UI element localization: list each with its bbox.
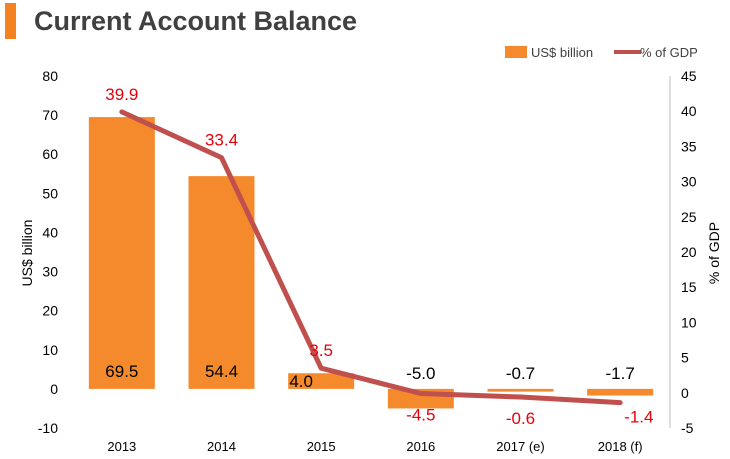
line-value-label: 33.4 [205, 131, 238, 150]
x-tick-label: 2017 (e) [496, 439, 544, 454]
y2-tick-label: 20 [681, 244, 697, 260]
bar-value-label: 69.5 [105, 362, 138, 381]
bar-value-label: 4.0 [289, 372, 313, 391]
line-value-label: 3.5 [309, 341, 333, 360]
line-layer [119, 109, 623, 406]
legend-bar-swatch [505, 46, 527, 58]
y2-tick-label: 35 [681, 138, 697, 154]
y2-tick-label: -5 [681, 420, 694, 436]
y-tick-label: 70 [42, 107, 58, 123]
x-tick-label: 2018 (f) [598, 439, 643, 454]
y2-tick-label: 15 [681, 279, 697, 295]
legend-bar-label: US$ billion [531, 45, 593, 60]
bars-layer [88, 117, 654, 409]
title-accent-bar [5, 3, 16, 39]
bar-value-label: -1.7 [606, 364, 635, 383]
y-tick-label: 20 [42, 303, 58, 319]
bar-1 [188, 176, 255, 389]
bar-2 [288, 373, 355, 389]
y-axis-title: US$ billion [19, 220, 35, 287]
y2-tick-label: 10 [681, 314, 697, 330]
x-tick-label: 2015 [307, 439, 336, 454]
y-tick-labels: -10 0 10 20 30 40 50 60 70 80 [38, 68, 58, 436]
bar-value-label: -5.0 [406, 364, 435, 383]
y-tick-label: 30 [42, 264, 58, 280]
y2-tick-label: 30 [681, 174, 697, 190]
y2-tick-label: 5 [681, 350, 689, 366]
x-tick-label: 2016 [406, 439, 435, 454]
bar-value-label: -0.7 [506, 364, 535, 383]
x-tick-labels: 2013 2014 2015 2016 2017 (e) 2018 (f) [107, 439, 642, 454]
bar-0 [88, 117, 155, 389]
y2-tick-label: 25 [681, 209, 697, 225]
data-labels: 69.5 54.4 4.0 -5.0 -0.7 -1.7 39.9 33.4 3.5 -4.5 -0… [105, 85, 653, 428]
y2-tick-label: 0 [681, 385, 689, 401]
line-value-label: 39.9 [105, 85, 138, 104]
y2-tick-label: 45 [681, 68, 697, 84]
x-tick-label: 2013 [107, 439, 136, 454]
pct-gdp-line [119, 109, 623, 406]
bar-value-label: 54.4 [205, 362, 238, 381]
line-value-label: -4.5 [406, 406, 435, 425]
y2-tick-labels: -5 0 5 10 15 20 25 30 35 40 45 [681, 68, 697, 436]
line-value-label: -0.6 [506, 409, 535, 428]
y-tick-label: 10 [42, 342, 58, 358]
bar-5 [587, 388, 654, 396]
x-tick-label: 2014 [207, 439, 236, 454]
y-tick-label: 0 [50, 381, 58, 397]
legend: US$ billion % of GDP [505, 45, 698, 60]
y2-axis-title: % of GDP [706, 222, 722, 284]
y-tick-label: 50 [42, 185, 58, 201]
legend-line-label: % of GDP [640, 45, 698, 60]
line-value-label: -1.4 [624, 408, 653, 427]
chart-title: Current Account Balance [34, 6, 358, 36]
bar-4 [487, 388, 554, 392]
y-tick-label: 80 [42, 68, 58, 84]
y2-tick-label: 40 [681, 103, 697, 119]
y-tick-label: -10 [38, 420, 58, 436]
y-tick-label: 40 [42, 224, 58, 240]
y-tick-label: 60 [42, 146, 58, 162]
